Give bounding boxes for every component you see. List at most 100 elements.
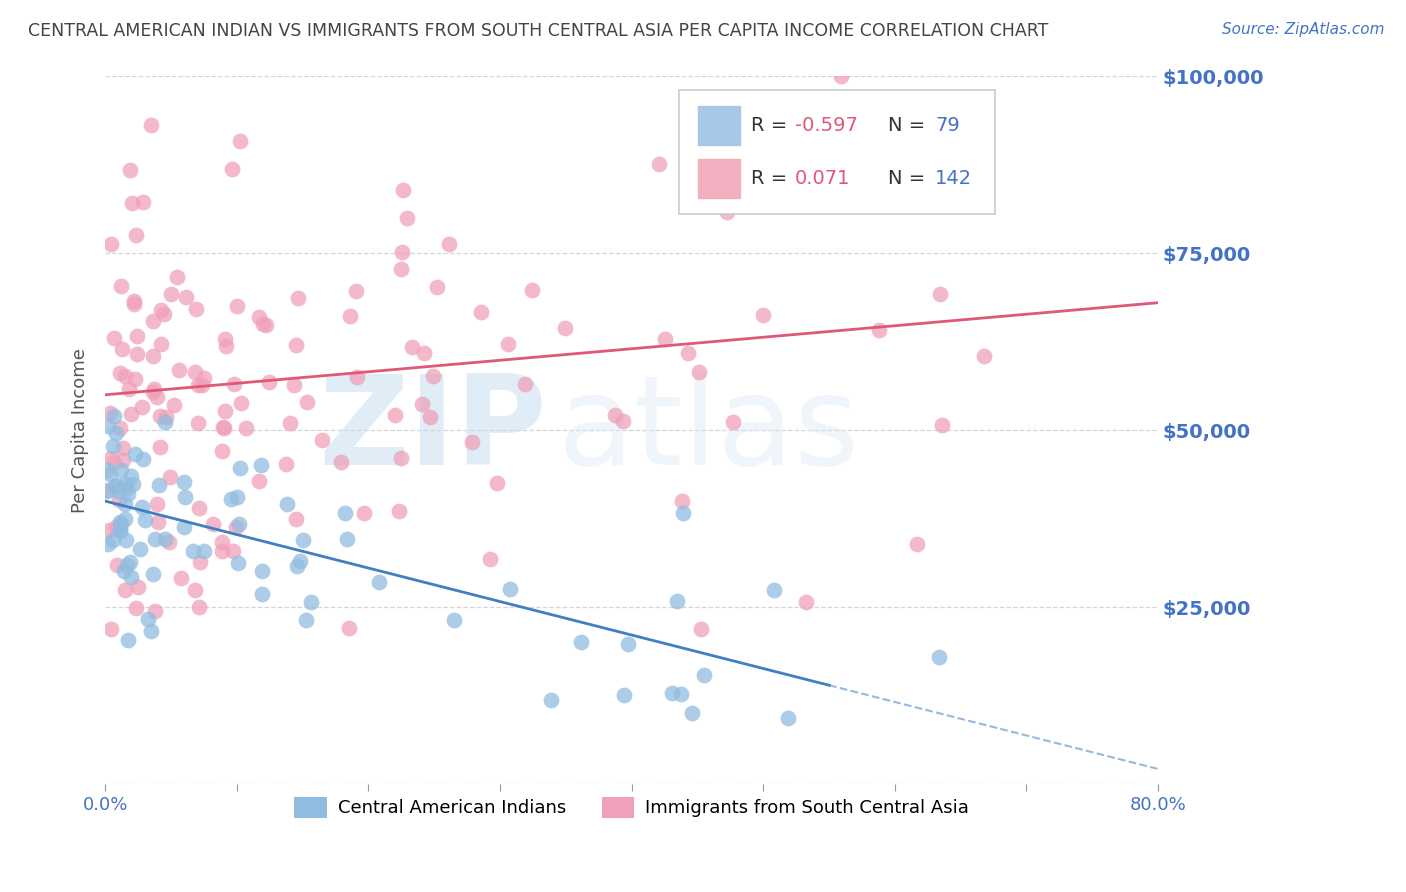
Immigrants from South Central Asia (973, 349, 995, 363)
Central American Indians (98, 467, 121, 482)
Immigrants from South Central Asia (193, 370, 215, 384)
Immigrants from South Central Asia (283, 377, 305, 392)
Immigrants from South Central Asia (222, 377, 245, 392)
Central American Indians (105, 425, 128, 440)
Central American Indians (226, 556, 249, 570)
Immigrants from South Central Asia (188, 555, 211, 569)
Immigrants from South Central Asia (127, 347, 149, 361)
Immigrants from South Central Asia (215, 338, 238, 352)
Immigrants from South Central Asia (211, 443, 233, 458)
Immigrants from South Central Asia (612, 414, 634, 428)
Central American Indians (120, 569, 142, 583)
Central American Indians (299, 595, 322, 609)
FancyBboxPatch shape (697, 106, 740, 145)
Central American Indians (228, 517, 250, 532)
Immigrants from South Central Asia (905, 537, 928, 551)
Immigrants from South Central Asia (97, 523, 120, 537)
Central American Indians (285, 558, 308, 573)
Central American Indians (96, 463, 118, 477)
Central American Indians (134, 513, 156, 527)
Immigrants from South Central Asia (146, 498, 169, 512)
Immigrants from South Central Asia (118, 382, 141, 396)
Central American Indians (120, 469, 142, 483)
Immigrants from South Central Asia (274, 458, 297, 472)
Central American Indians (173, 520, 195, 534)
Central American Indians (763, 583, 786, 598)
Immigrants from South Central Asia (689, 622, 711, 636)
Immigrants from South Central Asia (235, 421, 257, 435)
Immigrants from South Central Asia (100, 451, 122, 466)
Central American Indians (139, 624, 162, 639)
Text: R =: R = (751, 169, 793, 188)
Immigrants from South Central Asia (297, 395, 319, 409)
Immigrants from South Central Asia (229, 134, 252, 148)
Immigrants from South Central Asia (149, 440, 172, 454)
Central American Indians (114, 476, 136, 491)
Central American Indians (181, 543, 204, 558)
Immigrants from South Central Asia (114, 583, 136, 598)
Central American Indians (540, 693, 562, 707)
Immigrants from South Central Asia (188, 599, 211, 614)
Central American Indians (661, 686, 683, 700)
Immigrants from South Central Asia (149, 409, 172, 423)
Central American Indians (136, 612, 159, 626)
Immigrants from South Central Asia (752, 308, 775, 322)
Immigrants from South Central Asia (112, 453, 135, 467)
Immigrants from South Central Asia (142, 384, 165, 399)
Immigrants from South Central Asia (166, 270, 188, 285)
Central American Indians (97, 537, 120, 551)
Immigrants from South Central Asia (388, 504, 411, 518)
Immigrants from South Central Asia (148, 515, 170, 529)
Immigrants from South Central Asia (96, 483, 118, 498)
Central American Indians (129, 541, 152, 556)
Central American Indians (174, 490, 197, 504)
Central American Indians (226, 490, 249, 504)
Immigrants from South Central Asia (174, 290, 197, 304)
Immigrants from South Central Asia (132, 195, 155, 210)
Central American Indians (250, 587, 273, 601)
Immigrants from South Central Asia (124, 293, 146, 308)
FancyBboxPatch shape (697, 160, 740, 198)
Immigrants from South Central Asia (169, 571, 191, 585)
Central American Indians (928, 650, 950, 665)
Immigrants from South Central Asia (153, 307, 176, 321)
Central American Indians (229, 461, 252, 475)
Central American Indians (173, 475, 195, 489)
Immigrants from South Central Asia (868, 323, 890, 337)
Immigrants from South Central Asia (285, 512, 308, 526)
Immigrants from South Central Asia (120, 407, 142, 421)
Text: Source: ZipAtlas.com: Source: ZipAtlas.com (1222, 22, 1385, 37)
Immigrants from South Central Asia (461, 435, 484, 450)
Central American Indians (333, 506, 356, 520)
Text: 79: 79 (935, 116, 960, 135)
Immigrants from South Central Asia (513, 376, 536, 391)
Immigrants from South Central Asia (143, 604, 166, 618)
Immigrants from South Central Asia (688, 365, 710, 379)
Central American Indians (148, 477, 170, 491)
Immigrants from South Central Asia (212, 421, 235, 435)
Central American Indians (294, 613, 316, 627)
Immigrants from South Central Asia (214, 404, 236, 418)
Central American Indians (153, 533, 176, 547)
Immigrants from South Central Asia (187, 416, 209, 430)
Immigrants from South Central Asia (671, 493, 693, 508)
Central American Indians (193, 544, 215, 558)
Immigrants from South Central Asia (389, 262, 412, 277)
Immigrants from South Central Asia (111, 342, 134, 356)
Immigrants from South Central Asia (184, 301, 207, 316)
Immigrants from South Central Asia (211, 535, 233, 549)
Immigrants from South Central Asia (105, 520, 128, 534)
Immigrants from South Central Asia (142, 314, 165, 328)
Central American Indians (368, 575, 391, 590)
Central American Indians (250, 564, 273, 578)
Immigrants from South Central Asia (396, 211, 419, 225)
Immigrants from South Central Asia (150, 303, 173, 318)
Immigrants from South Central Asia (721, 415, 744, 429)
Immigrants from South Central Asia (163, 398, 186, 412)
Immigrants from South Central Asia (100, 237, 122, 252)
Immigrants from South Central Asia (118, 162, 141, 177)
Text: atlas: atlas (558, 369, 860, 491)
Immigrants from South Central Asia (931, 417, 953, 432)
Text: CENTRAL AMERICAN INDIAN VS IMMIGRANTS FROM SOUTH CENTRAL ASIA PER CAPITA INCOME : CENTRAL AMERICAN INDIAN VS IMMIGRANTS FR… (28, 22, 1049, 40)
Central American Indians (103, 409, 125, 423)
